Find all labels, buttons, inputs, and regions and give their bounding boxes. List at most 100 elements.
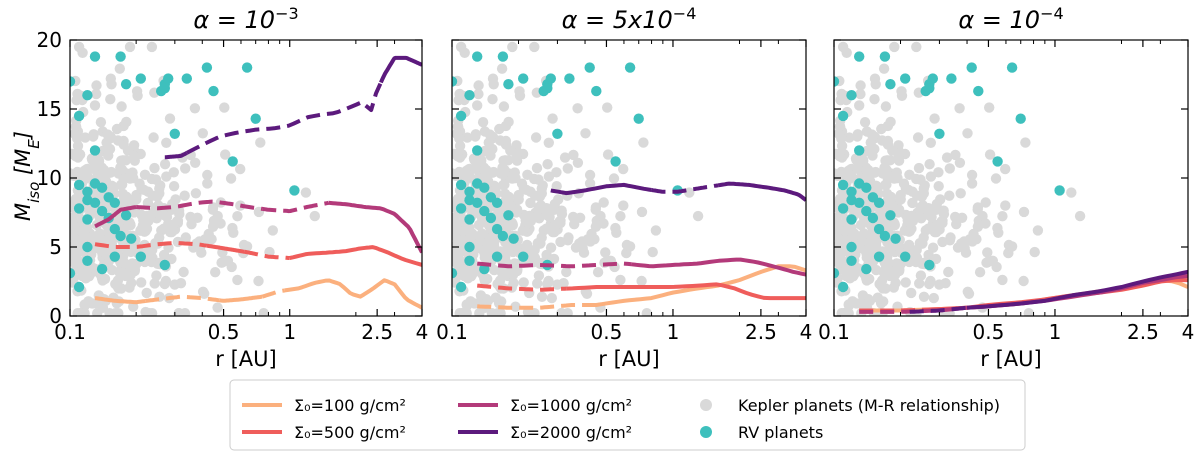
rv-planet-point xyxy=(885,210,896,221)
kepler-planet-point xyxy=(267,225,278,236)
kepler-planet-point xyxy=(461,224,473,236)
rv-planet-point xyxy=(846,90,857,101)
kepler-planet-point xyxy=(944,190,955,201)
panel-title: α = 10−3 xyxy=(193,4,298,35)
x-tick-label: 2.5 xyxy=(361,320,393,344)
curve-sigma500-dashed xyxy=(94,240,208,249)
kepler-planet-point xyxy=(590,204,601,215)
kepler-planet-point xyxy=(185,211,196,223)
kepler-planet-point xyxy=(116,101,127,112)
kepler-planet-point xyxy=(70,151,82,162)
kepler-planet-point xyxy=(547,113,558,124)
kepler-planet-point xyxy=(855,80,866,91)
kepler-planet-point xyxy=(124,41,136,53)
rv-planet-point xyxy=(542,83,553,94)
kepler-planet-point xyxy=(871,180,882,191)
curve-sigma2000-solid xyxy=(717,181,806,202)
kepler-planet-point xyxy=(551,181,562,192)
kepler-planet-point xyxy=(1018,275,1029,287)
kepler-planet-point xyxy=(917,200,929,211)
kepler-planet-point xyxy=(870,238,882,249)
panel-2: 0.1 0.5 1 2.5 4 r [AU] α = 5x10−4 xyxy=(436,4,812,372)
kepler-planet-point xyxy=(503,116,514,128)
kepler-planet-point xyxy=(131,86,143,97)
rv-planet-point xyxy=(497,51,509,62)
kepler-planet-point xyxy=(168,181,180,192)
rv-planet-point xyxy=(73,281,85,293)
kepler-planet-point xyxy=(454,256,465,267)
kepler-planet-point xyxy=(895,194,906,205)
rv-planet-point xyxy=(455,281,467,293)
kepler-planet-point xyxy=(496,63,508,74)
rv-planet-point xyxy=(159,83,170,94)
kepler-planet-point xyxy=(161,137,172,148)
kepler-planet-point xyxy=(114,267,125,278)
kepler-planet-point xyxy=(514,86,525,97)
kepler-planet-point xyxy=(844,132,855,143)
kepler-planet-point xyxy=(580,128,591,139)
kepler-planet-point xyxy=(455,41,467,53)
rv-planet-point xyxy=(109,197,121,208)
kepler-planet-point xyxy=(179,190,190,201)
kepler-planet-point xyxy=(70,121,82,132)
rv-planet-point xyxy=(82,241,93,253)
kepler-planet-point xyxy=(864,295,876,306)
kepler-planet-point xyxy=(255,137,266,148)
kepler-planet-point xyxy=(149,278,160,289)
kepler-planet-point xyxy=(79,308,90,316)
kepler-planet-point xyxy=(906,287,917,299)
kepler-planet-point xyxy=(615,274,626,286)
kepler-planet-point xyxy=(913,162,925,174)
kepler-planet-point xyxy=(106,238,117,249)
kepler-planet-point xyxy=(997,274,1008,286)
rv-planet-point xyxy=(181,73,192,84)
kepler-planet-point xyxy=(878,63,890,74)
legend-item-sigma100: Σ₀=100 g/cm² xyxy=(242,396,406,415)
kepler-planet-point xyxy=(110,308,121,316)
kepler-planet-point xyxy=(228,227,239,238)
kepler-planet-point xyxy=(881,164,892,175)
rv-planet-point xyxy=(846,255,857,266)
kepler-planet-point xyxy=(967,236,978,247)
kepler-planet-point xyxy=(93,156,105,167)
kepler-planet-point xyxy=(883,193,895,205)
rv-planet-point xyxy=(96,182,108,193)
rv-planet-point xyxy=(879,51,891,62)
kepler-planet-point xyxy=(190,157,201,168)
kepler-planet-point xyxy=(470,129,481,140)
rv-planet-point xyxy=(472,145,483,156)
kepler-planet-point xyxy=(884,155,896,166)
kepler-planet-point xyxy=(499,179,510,190)
x-tick-label: 1 xyxy=(1049,320,1062,344)
rv-planet-point xyxy=(966,62,977,73)
rv-planet-point xyxy=(837,203,849,214)
kepler-planet-point xyxy=(518,277,529,288)
kepler-planet-point xyxy=(1000,200,1011,211)
kepler-planet-point xyxy=(837,41,849,53)
kepler-planet-point xyxy=(602,149,614,160)
x-tick-label: 2.5 xyxy=(1127,320,1159,344)
rv-planet-point xyxy=(508,233,519,244)
curve-sigma1000-dashed xyxy=(859,308,940,314)
kepler-planet-point xyxy=(972,204,983,215)
rv-planet-point xyxy=(120,210,132,221)
kepler-planet-point xyxy=(159,278,170,290)
kepler-planet-point xyxy=(990,173,1002,184)
kepler-planet-point xyxy=(598,197,609,208)
kepler-planet-point xyxy=(892,172,903,184)
kepler-planet-point xyxy=(189,103,201,114)
kepler-planet-point xyxy=(600,247,611,258)
kepler-planet-point xyxy=(993,227,1004,238)
kepler-planet-point xyxy=(997,211,1008,222)
rv-planet-point xyxy=(479,205,490,217)
kepler-planet-point xyxy=(1018,206,1030,218)
kepler-planet-point xyxy=(541,209,552,221)
kepler-planet-point xyxy=(918,232,929,243)
kepler-planet-point xyxy=(521,184,532,195)
x-tick-label: 1 xyxy=(283,320,296,344)
kepler-planet-point xyxy=(140,306,151,316)
kepler-planet-point xyxy=(984,102,995,113)
kepler-planet-point xyxy=(232,274,243,286)
curve-sigma1000-solid xyxy=(94,205,138,229)
rv-planet-point xyxy=(837,110,849,122)
